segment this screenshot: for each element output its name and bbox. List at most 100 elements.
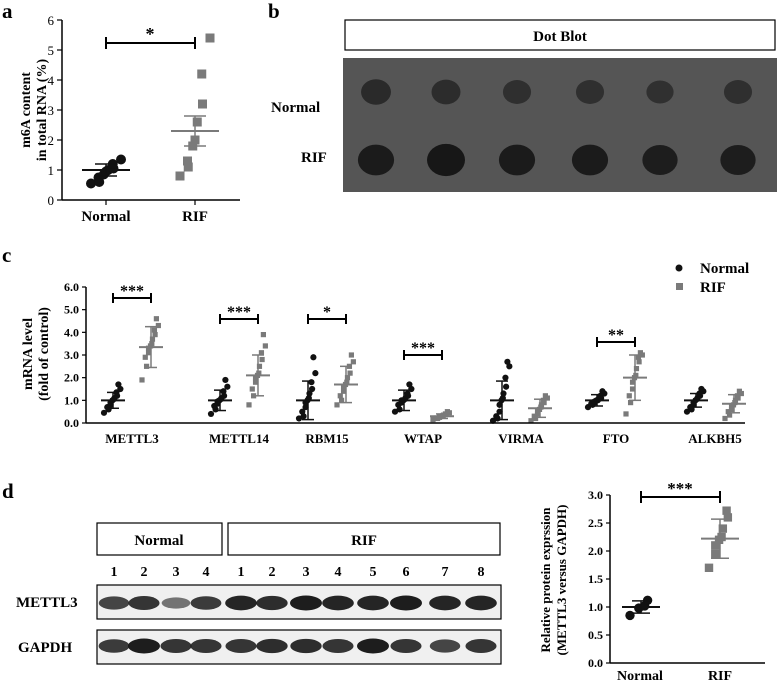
- panel-c-point-rif: [540, 397, 547, 403]
- western-bands: [98, 595, 497, 654]
- western-group-box-normal: [96, 522, 223, 556]
- panel-a-x-tick-label: Normal: [81, 209, 130, 225]
- panel-c-y-axis-label: mRNA level (fold of control): [21, 307, 52, 401]
- panel-d-western-blot: Normal RIF 1 2 3 4 1 2 3 4 5 6 7 8 METTL3 GAPDH: [16, 522, 502, 665]
- panel-c-x-tick-label: RBM15: [305, 431, 349, 446]
- panel-c-point-rif: [528, 418, 534, 424]
- western-band: [256, 638, 288, 654]
- panel-c-x-tick-label: VIRMA: [498, 431, 544, 446]
- panel-d-y-tick-label: 2.5: [588, 516, 603, 530]
- panel-a-significance-bracket: *: [105, 24, 196, 49]
- panel-c-y-ticks: 0.0 1.0 2.0 3.0 4.0 5.0 6.0: [64, 280, 86, 430]
- panel-d-y-tick-label: 0.5: [588, 628, 603, 642]
- panel-c-point-rif: [256, 370, 262, 376]
- panel-c-point-rif: [149, 336, 156, 342]
- dot-blot-spot: [431, 79, 461, 105]
- western-lane-number: 4: [335, 565, 342, 580]
- panel-c-point-rif: [542, 393, 548, 399]
- panel-d-errorbar-normal: [622, 600, 660, 614]
- western-band: [161, 597, 191, 609]
- western-lane-number: 1: [238, 565, 245, 580]
- panel-c-significance-marker: ***: [120, 283, 144, 300]
- western-lane-numbers: 1 2 3 4 1 2 3 4 5 6 7 8: [111, 565, 485, 580]
- panel-c-significance-marker: *: [323, 304, 331, 321]
- panel-c-significance-bracket: **: [596, 327, 636, 347]
- western-lane-number: 2: [269, 565, 276, 580]
- panel-c-significance-marker: ***: [227, 304, 251, 321]
- panel-c-errorbar-normal: [392, 389, 416, 412]
- panel-c-y-axis-label-line-1: mRNA level: [21, 318, 36, 390]
- panel-a-y-ticks: 0 1 2 3 4 5 6: [48, 13, 62, 208]
- western-band: [225, 639, 257, 653]
- western-group-label-normal: Normal: [134, 533, 183, 549]
- dot-blot-spots: [357, 79, 756, 177]
- western-lane-number: 2: [141, 565, 148, 580]
- panel-c-point-normal: [312, 370, 319, 377]
- panel-c-point-rif: [633, 372, 639, 378]
- panel-c-point-normal: [493, 413, 500, 420]
- panel-c-errorbar-rif: [246, 354, 270, 397]
- panel-c-point-rif: [340, 388, 347, 394]
- panel-c-x-tick-label: WTAP: [404, 431, 442, 446]
- panel-c-point-rif: [726, 412, 733, 418]
- panel-c-x-tick-label: METTL3: [105, 431, 159, 446]
- panel-c-errorbar-rif: [334, 365, 358, 404]
- dot-blot-spot: [357, 144, 395, 176]
- panel-c-point-rif: [153, 316, 159, 322]
- panel-a-errorbar-rif: [171, 115, 219, 147]
- panel-c-point-rif: [338, 397, 345, 403]
- western-band: [256, 595, 288, 611]
- panel-d-point-rif: [723, 513, 733, 522]
- panel-c-point-rif: [736, 388, 742, 394]
- panel-label-a: a: [2, 0, 13, 23]
- panel-c-point-normal: [496, 408, 503, 415]
- panel-c-y-tick-label: 5.0: [64, 303, 79, 317]
- dot-blot-spot: [642, 144, 678, 176]
- dot-blot-title-box: [344, 19, 776, 51]
- panel-c-point-rif: [626, 393, 632, 399]
- panel-c-significance-marker: ***: [411, 340, 435, 357]
- panel-c-errorbar-normal: [296, 380, 320, 421]
- panel-c-point-normal: [404, 390, 411, 397]
- western-band: [429, 595, 461, 611]
- panel-a-point-rif: [192, 117, 202, 127]
- panel-c-errorbar-rif: [430, 413, 454, 420]
- panel-c-errorbar-normal: [684, 392, 708, 408]
- panel-c-point-rif: [260, 332, 266, 338]
- western-lane-number: 4: [203, 565, 210, 580]
- western-band: [98, 639, 130, 653]
- panel-c-point-rif: [258, 350, 265, 356]
- dot-blot-spot: [723, 80, 753, 104]
- panel-label-d: d: [2, 479, 14, 503]
- panel-a-point-rif: [205, 33, 215, 43]
- panel-c-point-rif: [249, 386, 255, 392]
- western-row-label-mettl3: METTL3: [16, 595, 78, 611]
- panel-c-point-rif: [635, 354, 642, 360]
- panel-c-point-rif: [259, 356, 265, 363]
- panel-c-point-rif: [143, 363, 150, 369]
- panel-c-significance-bracket: *: [307, 304, 347, 324]
- panel-a-point-rif: [197, 69, 207, 79]
- panel-c-point-normal: [100, 409, 108, 416]
- panel-c-point-normal: [302, 404, 309, 411]
- panel-a-y-tick-label: 1: [48, 163, 55, 178]
- western-band: [190, 596, 222, 610]
- panel-a-y-axis-label-line-2: in total RNA (%): [35, 59, 50, 162]
- western-lane-number: 8: [478, 565, 485, 580]
- western-group-label-rif: RIF: [351, 533, 377, 549]
- western-band: [290, 595, 322, 611]
- panel-a-point-rif: [175, 171, 185, 181]
- panel-c-point-normal: [502, 374, 509, 381]
- panel-d-y-axis-label-line-1: Relative protein exprssion: [538, 507, 553, 653]
- panel-c-x-ticks: METTL3 METTL14 RBM15 WTAP VIRMA FTO ALKBH5: [105, 431, 742, 446]
- panel-a-y-axis-label: m6A content in total RNA (%): [19, 59, 50, 162]
- western-band: [190, 639, 222, 653]
- panel-label-b: b: [268, 0, 280, 23]
- panel-c-point-rif: [531, 413, 537, 419]
- panel-c-point-normal: [406, 381, 413, 388]
- panel-label-c: c: [2, 243, 11, 267]
- panel-c-significance: ****** ******: [112, 283, 636, 360]
- dot-blot-membrane: [343, 58, 777, 192]
- dot-blot-spot: [575, 80, 605, 104]
- panel-a-point-rif: [198, 99, 207, 109]
